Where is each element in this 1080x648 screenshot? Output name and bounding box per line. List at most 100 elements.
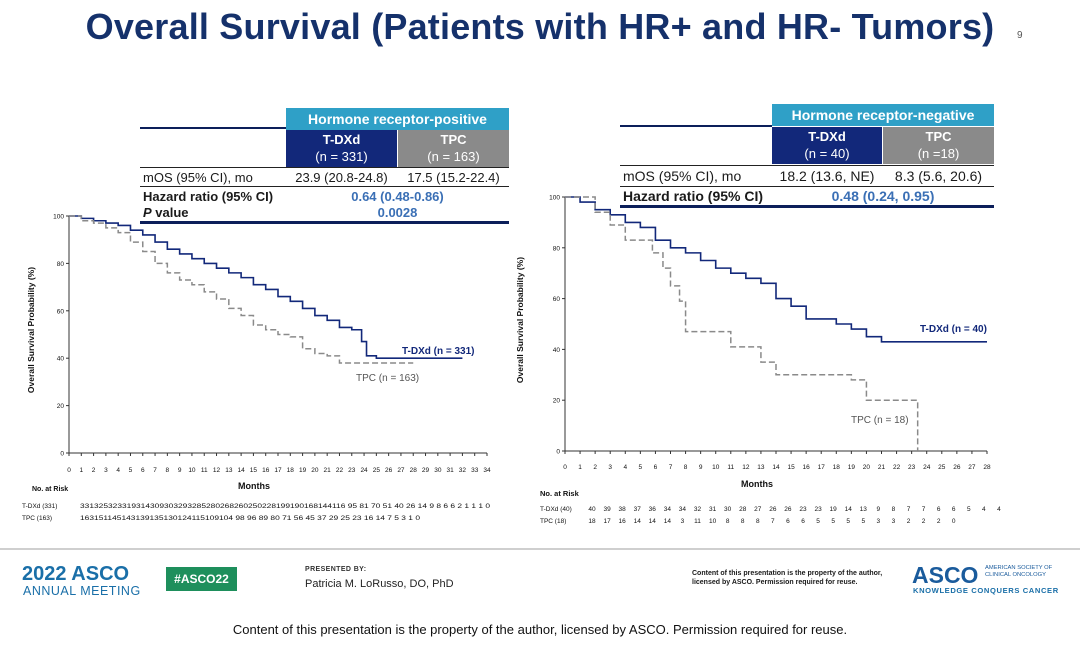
y-tick-label: 20 [57,403,65,410]
risk-row-values: 3313253233193143093032932852802682602502… [80,503,490,510]
x-tick-label: 19 [848,464,856,471]
risk-value: 5 [846,518,850,525]
table-bottom-rule [620,205,994,208]
risk-value: 3 [681,518,685,525]
mos-label: mOS (95% CI), mo [143,170,253,185]
p-rest: value [151,205,189,220]
y-tick-label: 80 [553,245,561,252]
hr-label: Hazard ratio (95% CI) [143,189,274,204]
col-header-tdxd: T-DXd (n = 331) [286,130,397,167]
x-tick-label: 2 [593,464,597,471]
x-tick-label: 10 [188,467,196,474]
group-header: Hormone receptor-positive [286,108,509,130]
risk-value: 3 [892,518,896,525]
col-header-tpc: TPC (n = 163) [398,130,509,167]
risk-table-title: No. at Risk [540,489,580,498]
series-line-tpc [565,196,919,451]
x-tick-label: 5 [639,464,643,471]
series-line-tpc [69,215,414,364]
risk-value: 7 [922,506,926,513]
risk-value: 9 [877,506,881,513]
mos-tpc: 17.5 (15.2-22.4) [407,170,500,185]
x-tick-label: 18 [287,467,295,474]
col-name: TPC [440,132,467,147]
risk-value: 23 [814,506,822,513]
table-top-rule [620,125,772,127]
col-name: T-DXd [808,129,846,144]
x-tick-label: 30 [434,467,442,474]
risk-value: 4 [997,506,1001,513]
rights-notice-small: Content of this presentation is the prop… [692,570,883,586]
p-italic: P [143,205,152,220]
col-name: TPC [925,129,952,144]
x-tick-label: 3 [608,464,612,471]
series-line-tdxd [69,215,463,359]
y-axis-label: Overall Survival Probability (%) [26,267,36,393]
risk-value: 13 [860,506,868,513]
y-axis-label: Overall Survival Probability (%) [515,257,525,383]
x-tick-label: 11 [727,464,734,471]
x-tick-label: 13 [757,464,765,471]
series-label-tpc: TPC (n = 18) [851,415,909,426]
risk-value: 26 [769,506,777,513]
x-tick-label: 11 [201,467,208,474]
col-header-tpc: TPC (n =18) [883,127,994,164]
risk-value: 14 [845,506,853,513]
x-axis-label: Months [741,479,773,489]
presenter-name: Patricia M. LoRusso, DO, PhD [305,578,454,590]
risk-value: 27 [754,506,762,513]
risk-value: 2 [937,518,941,525]
risk-value: 14 [664,518,672,525]
x-tick-label: 23 [908,464,916,471]
series-label-tdxd: T-DXd (n = 40) [920,324,987,335]
series-label-tpc: TPC (n = 163) [356,373,419,384]
x-tick-label: 17 [818,464,826,471]
asco-meeting-subtitle: ANNUAL MEETING [23,584,141,598]
x-tick-label: 26 [385,467,393,474]
footer-divider [0,548,1080,550]
x-tick-label: 7 [153,467,157,474]
x-tick-label: 1 [79,467,83,474]
risk-value: 39 [603,506,611,513]
row-divider [140,167,509,168]
x-tick-label: 13 [225,467,233,474]
col-n: (n =18) [917,146,960,161]
col-header-tdxd: T-DXd (n = 40) [772,127,882,164]
risk-value: 4 [982,506,986,513]
asco-meeting-logo: 2022 ASCO [22,563,130,585]
x-tick-label: 24 [923,464,931,471]
risk-value: 2 [907,518,911,525]
x-tick-label: 3 [104,467,108,474]
x-tick-label: 5 [129,467,133,474]
risk-value: 23 [799,506,807,513]
x-tick-label: 28 [983,464,991,471]
series-line-tdxd [565,196,987,343]
page-number: 9 [1017,30,1023,41]
x-tick-label: 19 [299,467,307,474]
risk-value: 14 [634,518,642,525]
x-tick-label: 20 [863,464,871,471]
x-tick-label: 31 [447,467,455,474]
x-tick-label: 6 [141,467,145,474]
risk-row-values: 163151145143139135130124115109104 98 96 … [80,515,420,522]
risk-value: 8 [726,518,730,525]
risk-value: 0 [952,518,956,525]
x-tick-label: 4 [623,464,627,471]
x-tick-label: 9 [699,464,703,471]
x-tick-label: 1 [578,464,582,471]
risk-value: 17 [603,518,611,525]
x-tick-label: 0 [563,464,567,471]
risk-value: 3 [877,518,881,525]
risk-value: 2 [922,518,926,525]
group-header: Hormone receptor-negative [772,104,994,126]
x-tick-label: 7 [669,464,673,471]
risk-value: 6 [801,518,805,525]
y-tick-label: 0 [60,451,64,458]
risk-table-title: No. at Risk [32,486,68,493]
x-tick-label: 4 [116,467,120,474]
risk-value: 11 [694,518,701,525]
x-tick-label: 25 [938,464,946,471]
